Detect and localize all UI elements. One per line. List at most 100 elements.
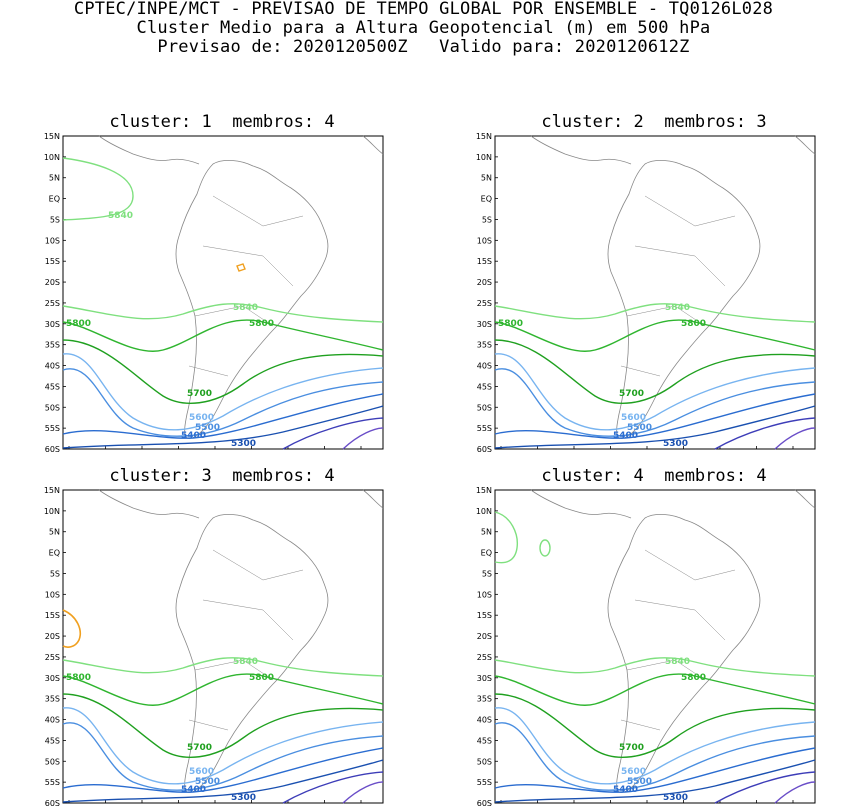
contour-label: 5500 (195, 423, 220, 433)
lat-tick-label: 55S (477, 424, 492, 433)
lat-tick-label: 60S (477, 445, 492, 452)
geopotential-map: 15N 10N 5N EQ 5S 10S 15S 20S 25S 30S 35S 40S 45S 50S 5… (476, 486, 816, 806)
lat-tick-label: EQ (49, 549, 60, 558)
lat-tick-label: 5S (50, 569, 60, 578)
lat-tick-label: 10S (45, 236, 60, 245)
geopotential-contour (714, 417, 816, 450)
lat-tick-label: 15S (45, 257, 60, 266)
map-panel-4: 15N 10N 5N EQ 5S 10S 15S 20S 25S 30S 35S 40S 45S 50S 5… (462, 466, 846, 806)
contour-label: 5400 (613, 785, 638, 795)
lat-tick-label: 35S (45, 341, 60, 350)
contour-label: 5800 (498, 319, 523, 329)
geopotential-contour (282, 417, 384, 450)
lat-tick-label: 5N (49, 174, 60, 183)
lat-tick-label: 40S (45, 362, 60, 371)
map-frame (62, 489, 384, 804)
lat-tick-label: 25S (477, 299, 492, 308)
contour-label: 5800 (681, 319, 706, 329)
geopotential-contour (62, 759, 384, 803)
geopotential-contour (62, 747, 384, 793)
geopotential-contour (539, 539, 551, 557)
geopotential-map: 15N 10N 5N EQ 5S 10S 15S 20S 25S 30S 35S 40S 45S 50S 5… (476, 132, 816, 452)
panel-title: cluster: 3 membros: 4 (109, 466, 335, 486)
contour-label: 5840 (665, 303, 690, 313)
header-line-3: Previsao de: 2020120500Z Valido para: 20… (157, 37, 690, 57)
geopotential-contour (494, 339, 816, 404)
header-line-2: Cluster Medio para a Altura Geopotencial… (136, 18, 711, 38)
map-panel-1: 15N 10N 5N EQ 5S 10S 15S 20S 25S 30S 35S 40S 45S 50S 5… (30, 112, 414, 452)
lat-tick-label: 25S (45, 653, 60, 662)
lat-tick-label: 5S (50, 215, 60, 224)
lat-tick-label: 15S (45, 611, 60, 620)
geopotential-contour (62, 722, 384, 791)
lat-tick-label: 5N (49, 528, 60, 537)
contour-label: 5700 (619, 743, 644, 753)
lat-tick-label: 10N (476, 507, 492, 516)
contour-label: 5700 (187, 743, 212, 753)
country-border (212, 549, 304, 581)
contour-label: 5840 (233, 303, 258, 313)
contour-label: 5300 (231, 439, 256, 449)
central-america-outline (98, 489, 200, 519)
lat-tick-label: 5S (482, 215, 492, 224)
geopotential-contour (494, 405, 816, 449)
geopotential-contour (714, 771, 816, 804)
geopotential-contour (62, 303, 384, 323)
geopotential-contour (342, 781, 384, 804)
geopotential-contour (774, 427, 816, 450)
central-america-outline (530, 489, 632, 519)
central-america-outline (98, 135, 200, 165)
lat-tick-label: 50S (477, 757, 492, 766)
panel-title: cluster: 1 membros: 4 (109, 112, 335, 132)
lat-tick-label: 45S (45, 736, 60, 745)
geopotential-contour (62, 157, 134, 221)
country-border (644, 549, 736, 581)
geopotential-contour (62, 353, 384, 431)
geopotential-map: 15N 10N 5N EQ 5S 10S 15S 20S 25S 30S 35S 40S 45S 50S 5… (44, 132, 384, 452)
geopotential-contour (494, 368, 816, 437)
lat-tick-label: 30S (45, 320, 60, 329)
africa-outline (794, 489, 816, 509)
geopotential-contour (62, 319, 384, 352)
header-line-1: CPTEC/INPE/MCT - PREVISAO DE TEMPO GLOBA… (73, 0, 774, 19)
contour-label: 5800 (249, 673, 274, 683)
south-america-outline (175, 514, 329, 793)
geopotential-contour (494, 693, 816, 758)
country-border (194, 659, 274, 681)
geopotential-contour (282, 771, 384, 804)
country-border (620, 719, 661, 731)
contour-label: 5800 (66, 673, 91, 683)
lat-tick-label: 10S (477, 590, 492, 599)
lat-tick-label: 20S (45, 278, 60, 287)
country-border (202, 245, 294, 287)
geopotential-map: 15N 10N 5N EQ 5S 10S 15S 20S 25S 30S 35S 40S 45S 50S 5… (44, 486, 384, 806)
country-border (634, 599, 726, 641)
lat-tick-label: 15N (44, 132, 60, 141)
geopotential-contour (494, 511, 518, 564)
geopotential-contour (494, 673, 816, 706)
geopotential-contour (494, 707, 816, 785)
country-border (212, 195, 304, 227)
contour-label: 5600 (621, 413, 646, 423)
geopotential-contour (62, 339, 384, 404)
country-border (188, 365, 229, 377)
south-america-outline (607, 160, 761, 439)
lat-tick-label: 10N (44, 153, 60, 162)
lat-tick-label: 5N (481, 528, 492, 537)
contour-label: 5840 (108, 211, 133, 221)
lat-tick-label: 5N (481, 174, 492, 183)
geopotential-contour (62, 609, 81, 648)
lat-tick-label: 50S (477, 403, 492, 412)
lat-tick-label: 5S (482, 569, 492, 578)
contour-label: 5300 (663, 439, 688, 449)
map-frame (494, 489, 816, 804)
lat-tick-label: 45S (477, 736, 492, 745)
lat-tick-label: 55S (45, 778, 60, 787)
lat-tick-label: 15S (477, 257, 492, 266)
contour-label: 5800 (681, 673, 706, 683)
contour-label: 5400 (613, 431, 638, 441)
panel-title: cluster: 2 membros: 3 (541, 112, 767, 132)
lat-tick-label: EQ (49, 195, 60, 204)
lat-tick-label: 10N (476, 153, 492, 162)
lat-tick-label: 15N (44, 486, 60, 495)
